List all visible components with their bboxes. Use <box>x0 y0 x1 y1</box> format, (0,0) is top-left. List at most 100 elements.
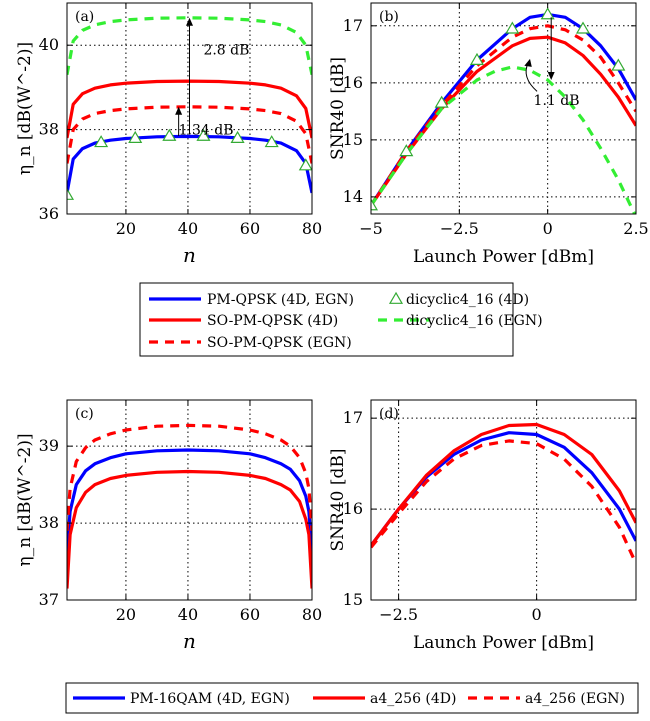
y-tick-label: 38 <box>39 120 59 139</box>
series-line <box>67 79 312 139</box>
plot-frame <box>66 2 313 215</box>
curved-arrow <box>525 62 538 92</box>
legend-entry: a4_256 (EGN) <box>525 691 625 707</box>
y-tick-label: 37 <box>39 590 59 609</box>
legend-entry: SO-PM-QPSK (4D) <box>207 313 338 329</box>
legend-bottom: PM-16QAM (4D, EGN) a4_256 (4D) a4_256 (EGN… <box>65 682 639 714</box>
arrow-head <box>186 17 193 26</box>
data-point <box>196 128 211 141</box>
series-line <box>371 422 636 547</box>
y-axis-label: SNR40 [dB] <box>328 449 348 552</box>
y-axis-label: η_n [dB(W^-2)] <box>15 42 35 175</box>
series-group <box>67 16 312 200</box>
annotation-label: 1.34 dB <box>179 123 234 139</box>
y-tick-label: 17 <box>343 16 363 35</box>
data-point <box>298 158 312 171</box>
arrow-head <box>175 106 183 115</box>
y-tick-label: 14 <box>343 187 363 206</box>
plot-frame <box>66 399 313 601</box>
legend-entry: dicyclic4_16 (4D) <box>406 292 529 308</box>
panel-d: −2.5 0 15 16 17 (d) Launch Power [dBm] SNR40 [d… <box>328 399 637 653</box>
data-point <box>540 7 555 20</box>
y-tick-label: 15 <box>343 590 363 609</box>
panel-c: 20 40 60 80 37 38 39 (c) n η_n [dB(W^-2)] <box>15 399 322 653</box>
series-line <box>67 469 312 589</box>
x-axis-label: Launch Power [dBm] <box>413 247 594 267</box>
series-line <box>67 448 312 554</box>
data-point <box>575 21 591 34</box>
x-tick-label: −2.5 <box>379 605 418 624</box>
series-group <box>67 423 312 589</box>
data-point <box>128 130 143 143</box>
panel-label: (b) <box>379 9 399 25</box>
x-tick-label: 40 <box>178 605 198 624</box>
plot-frame <box>370 399 637 601</box>
x-tick-label: 20 <box>116 605 136 624</box>
x-tick-label: 2.5 <box>623 219 648 238</box>
x-axis-label: n <box>183 629 196 653</box>
data-point <box>162 128 177 141</box>
annotation-label: 1.1 dB <box>534 93 580 109</box>
data-point <box>611 58 626 71</box>
series-line <box>67 134 312 194</box>
series-line <box>371 431 636 547</box>
legend-top: PM-QPSK (4D, EGN) dicyclic4_16 (4D) SO-PM-… <box>139 282 543 357</box>
legend-entry: PM-16QAM (4D, EGN) <box>130 691 290 707</box>
data-point <box>434 95 449 108</box>
x-tick-label: 0 <box>543 219 553 238</box>
x-tick-label: −2.5 <box>440 219 479 238</box>
data-point <box>505 21 520 34</box>
arrow-head <box>547 71 555 80</box>
series-line <box>67 423 312 531</box>
plot-frame <box>370 2 637 215</box>
x-tick-label: −5 <box>359 219 383 238</box>
x-tick-label: 60 <box>240 605 260 624</box>
series-line <box>371 65 636 214</box>
legend-entry: SO-PM-QPSK (EGN) <box>207 335 352 351</box>
arrow-head <box>524 58 532 67</box>
x-tick-label: 0 <box>532 605 542 624</box>
x-tick-label: 40 <box>178 219 198 238</box>
legend-entry: PM-QPSK (4D, EGN) <box>207 292 354 308</box>
data-point <box>264 135 279 148</box>
legend-entry: a4_256 (4D) <box>370 691 456 707</box>
series-group <box>371 7 636 214</box>
series-line <box>67 105 312 164</box>
y-axis-label: η_n [dB(W^-2)] <box>15 433 35 566</box>
y-tick-label: 17 <box>343 408 363 427</box>
panel-label: (c) <box>75 406 94 422</box>
x-axis-label: Launch Power [dBm] <box>413 633 594 653</box>
y-tick-label: 40 <box>39 35 59 54</box>
y-tick-label: 16 <box>343 73 363 92</box>
legend-marker-icon <box>388 291 404 304</box>
x-tick-label: 80 <box>302 219 322 238</box>
y-tick-label: 38 <box>39 513 59 532</box>
panel-label: (d) <box>379 406 399 422</box>
x-tick-label: 80 <box>302 605 322 624</box>
y-axis-label: SNR40 [dB] <box>328 57 348 160</box>
data-point <box>469 52 485 65</box>
panel-b: −5 −2.5 0 2.5 14 15 16 17 (b) Launch Power [dBm] S… <box>328 2 649 267</box>
series-line <box>67 16 312 76</box>
data-point <box>399 144 414 157</box>
series-line <box>371 439 636 565</box>
series-group <box>371 422 636 565</box>
data-point <box>94 135 109 148</box>
data-point <box>67 187 75 200</box>
x-axis-label: n <box>183 243 196 267</box>
series-line <box>371 35 636 207</box>
data-point <box>230 130 245 143</box>
annotation-label: 2.8 dB <box>203 42 249 58</box>
data-point <box>371 198 379 211</box>
y-tick-label: 36 <box>39 204 59 223</box>
x-tick-label: 20 <box>116 219 136 238</box>
series-line <box>371 24 636 207</box>
legend-frame <box>139 282 514 357</box>
y-tick-label: 39 <box>39 436 59 455</box>
y-tick-label: 16 <box>343 499 363 518</box>
panel-label: (a) <box>75 9 94 25</box>
legend-entry: dicyclic4_16 (EGN) <box>406 313 543 329</box>
x-tick-label: 60 <box>240 219 260 238</box>
y-tick-label: 15 <box>343 130 363 149</box>
